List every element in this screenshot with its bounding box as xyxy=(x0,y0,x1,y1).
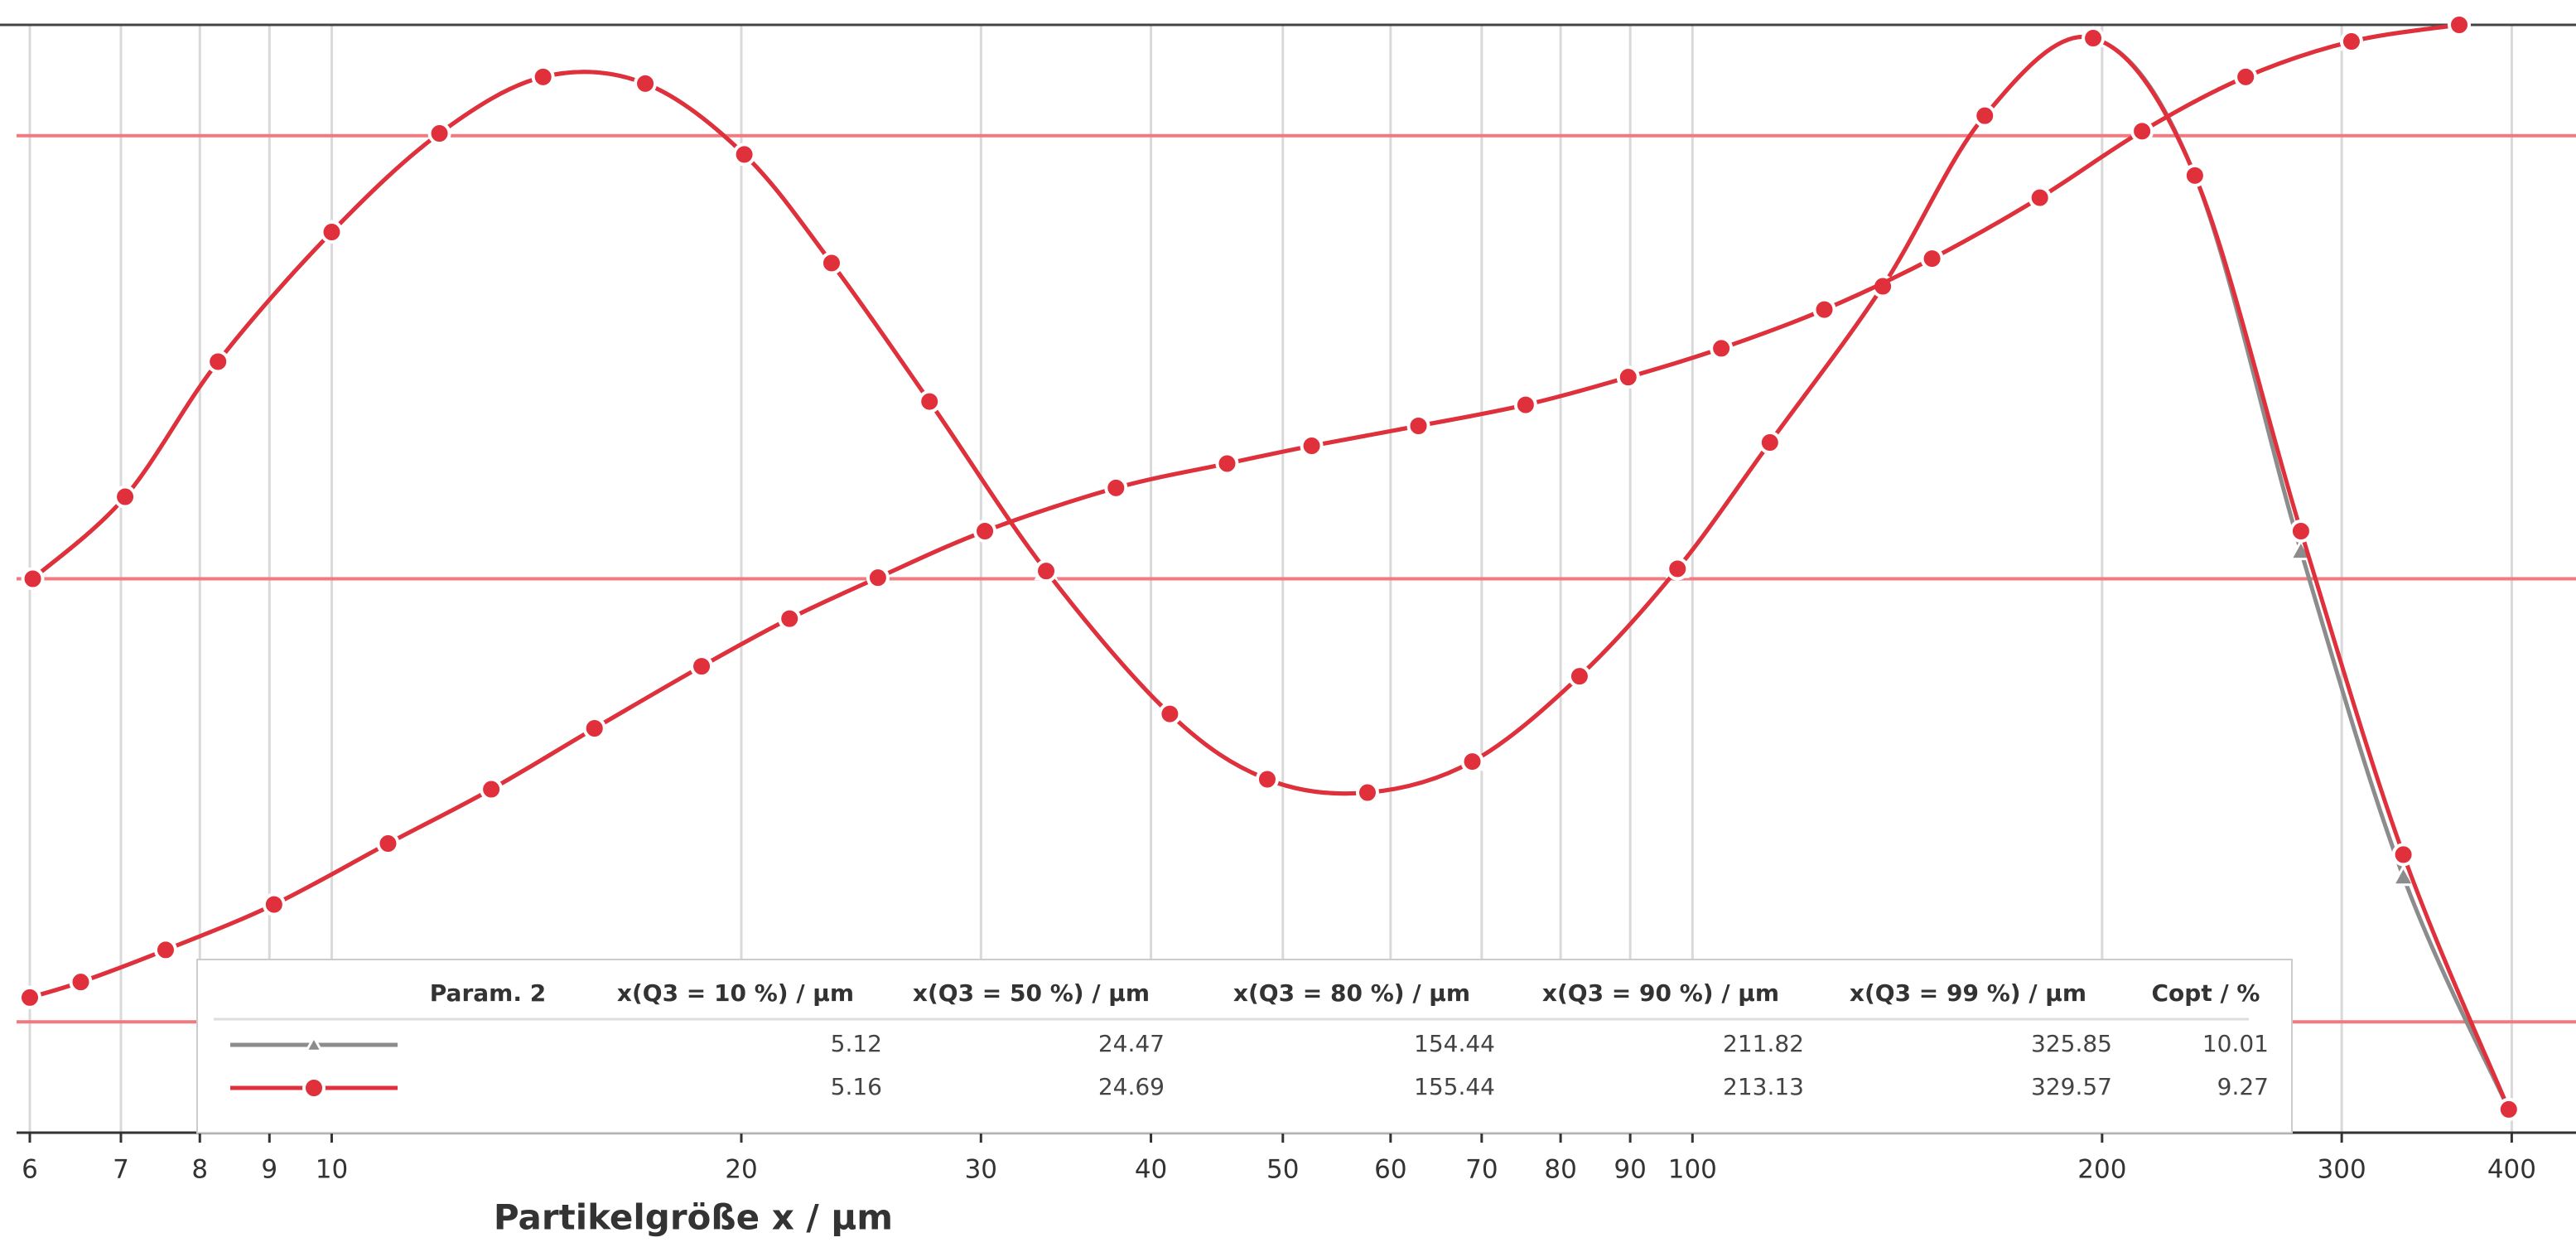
x-tick-label: 100 xyxy=(1668,1155,1717,1185)
data-point xyxy=(918,389,942,413)
data-point xyxy=(1920,247,1944,271)
data-point xyxy=(2496,1097,2521,1121)
data-point xyxy=(2448,13,2472,36)
data-point xyxy=(1710,336,1734,360)
data-point xyxy=(113,485,137,509)
x-tick-label: 20 xyxy=(725,1155,757,1185)
legend-cell: 211.82 xyxy=(1723,1030,1804,1057)
legend-cell: 155.44 xyxy=(1414,1073,1495,1100)
legend-header: x(Q3 = 10 %) / µm xyxy=(617,979,854,1007)
x-tick-label: 9 xyxy=(261,1155,277,1185)
x-tick-label: 200 xyxy=(2077,1155,2126,1185)
data-point xyxy=(18,985,41,1009)
legend-cell: 5.16 xyxy=(831,1073,882,1100)
data-point xyxy=(2339,30,2363,54)
data-point xyxy=(732,143,756,167)
legend-cell: 24.47 xyxy=(1098,1030,1165,1057)
x-tick-label: 8 xyxy=(191,1155,208,1185)
data-point xyxy=(2183,163,2207,187)
data-point xyxy=(819,251,843,275)
data-point xyxy=(1255,767,1279,791)
legend-cell: 213.13 xyxy=(1723,1073,1804,1100)
x-tick-label: 300 xyxy=(2318,1155,2366,1185)
data-point xyxy=(2130,119,2154,143)
data-point xyxy=(69,970,93,994)
x-tick-label: 90 xyxy=(1614,1155,1646,1185)
x-tick-label: 80 xyxy=(1544,1155,1576,1185)
legend-sample-marker xyxy=(304,1034,324,1052)
legend-box xyxy=(196,959,2293,1134)
data-point xyxy=(582,716,606,740)
x-tick-label: 400 xyxy=(2487,1155,2536,1185)
legend-cell: 24.69 xyxy=(1098,1073,1165,1100)
data-point xyxy=(206,350,230,374)
data-point xyxy=(1104,476,1128,500)
legend-cell: 325.85 xyxy=(2031,1030,2112,1057)
x-tick-label: 7 xyxy=(113,1155,129,1185)
x-tick-label: 40 xyxy=(1135,1155,1167,1185)
legend-header: x(Q3 = 50 %) / µm xyxy=(913,979,1150,1007)
data-point xyxy=(320,220,344,244)
x-tick-label: 30 xyxy=(965,1155,997,1185)
x-tick-label: 70 xyxy=(1465,1155,1498,1185)
x-tick-label: 60 xyxy=(1374,1155,1406,1185)
data-point xyxy=(634,71,658,95)
data-point xyxy=(480,777,504,801)
data-point xyxy=(2391,843,2415,867)
data-point xyxy=(778,607,802,631)
data-point xyxy=(376,832,400,856)
data-point xyxy=(1406,413,1430,437)
legend-header: Copt / % xyxy=(2152,979,2260,1007)
series-line xyxy=(31,34,2511,1110)
data-point xyxy=(1666,557,1690,581)
legend-header: x(Q3 = 80 %) / µm xyxy=(1233,979,1470,1007)
data-point xyxy=(2082,27,2106,51)
data-point xyxy=(1158,702,1182,726)
x-tick-label: 10 xyxy=(316,1155,348,1185)
data-point xyxy=(1812,297,1836,321)
legend-header: Param. 2 xyxy=(430,979,546,1007)
x-tick-label: 6 xyxy=(22,1155,38,1185)
data-point xyxy=(1215,452,1239,476)
data-point xyxy=(531,65,555,89)
legend-table: Param. 2 x(Q3 = 10 %) / µm x(Q3 = 50 %) / … xyxy=(196,959,2293,1134)
data-point xyxy=(1567,665,1591,689)
data-point xyxy=(1460,750,1484,774)
series-line xyxy=(31,34,2511,1110)
data-point xyxy=(973,520,997,544)
legend-cell: 329.57 xyxy=(2031,1073,2112,1100)
data-point xyxy=(1513,393,1537,417)
data-point xyxy=(427,122,451,146)
data-point xyxy=(866,566,890,590)
legend-cell: 10.01 xyxy=(2202,1030,2269,1057)
data-point xyxy=(1035,559,1059,583)
data-point xyxy=(2289,520,2313,544)
data-point xyxy=(1300,434,1324,458)
x-axis-label: Partikelgröße x / µm xyxy=(494,1197,893,1238)
data-point xyxy=(1355,781,1379,805)
legend-sample-marker xyxy=(302,1076,326,1100)
x-tick-label: 50 xyxy=(1266,1155,1299,1185)
legend-cell: 9.27 xyxy=(2217,1073,2269,1100)
legend-header: x(Q3 = 99 %) / µm xyxy=(1850,979,2086,1007)
data-point xyxy=(262,892,286,916)
data-point xyxy=(690,655,714,679)
legend-header: x(Q3 = 90 %) / µm xyxy=(1542,979,1779,1007)
data-point xyxy=(1758,431,1782,455)
legend-cell: 5.12 xyxy=(831,1030,882,1057)
data-point xyxy=(1616,365,1640,389)
data-point xyxy=(153,938,177,962)
data-point xyxy=(1973,104,1997,128)
data-point xyxy=(2391,864,2416,887)
data-point xyxy=(21,567,45,591)
data-point xyxy=(2028,186,2052,210)
legend-cell: 154.44 xyxy=(1414,1030,1495,1057)
data-point xyxy=(2234,65,2258,89)
